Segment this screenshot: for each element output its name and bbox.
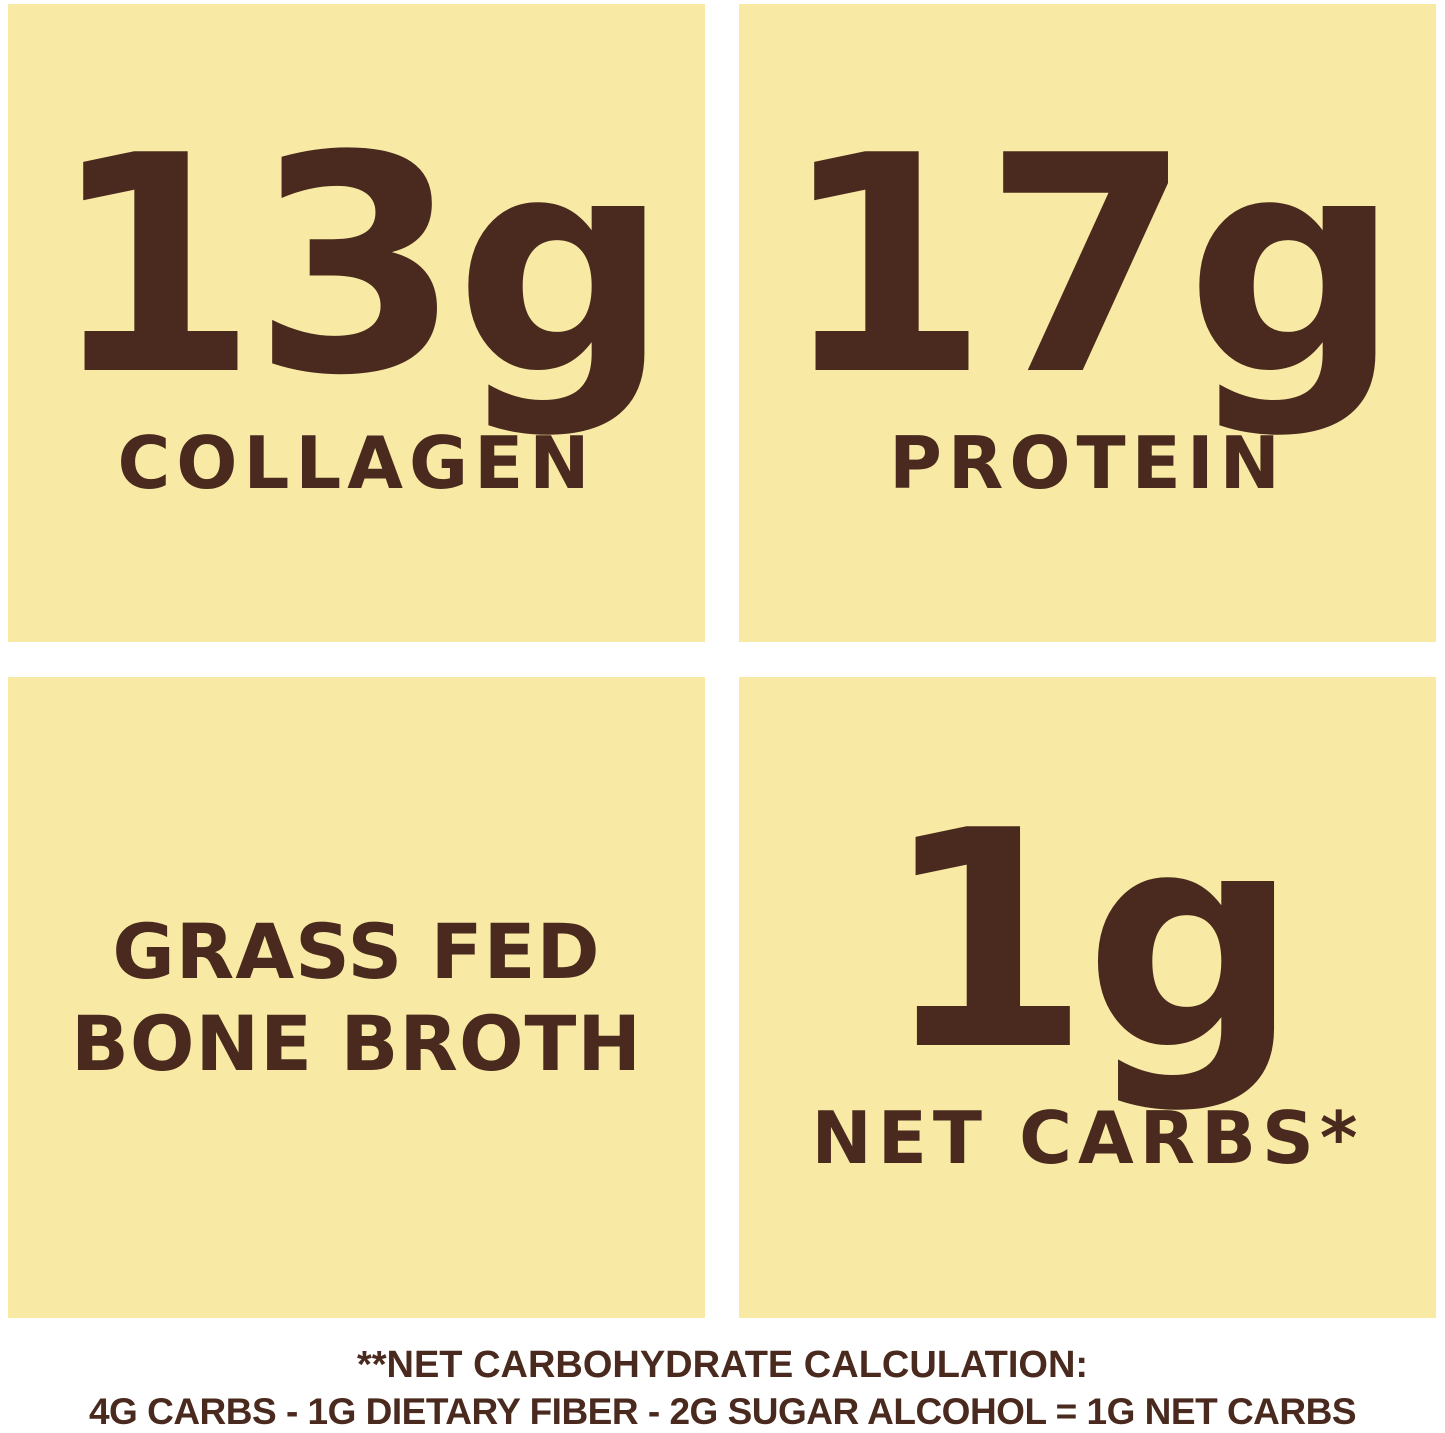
footnote-title: **NET CARBOHYDRATE CALCULATION: bbox=[356, 1344, 1089, 1386]
protein-tile: 17g PROTEIN bbox=[739, 4, 1436, 642]
protein-label: PROTEIN bbox=[889, 421, 1286, 505]
collagen-label: COLLAGEN bbox=[117, 421, 596, 505]
protein-amount: 17g bbox=[780, 92, 1400, 441]
net-carbs-amount: 1g bbox=[881, 766, 1299, 1116]
bone-broth-line1: GRASS FED bbox=[112, 907, 601, 997]
net-carbs-label: NET CARBS* bbox=[811, 1095, 1364, 1180]
bone-broth-line2: BONE BROTH bbox=[70, 998, 643, 1088]
collagen-tile: 13g COLLAGEN bbox=[8, 4, 705, 642]
bone-broth-tile: GRASS FED BONE BROTH bbox=[8, 677, 705, 1318]
footnote-formula: 4G CARBS - 1G DIETARY FIBER - 2G SUGAR A… bbox=[88, 1391, 1357, 1432]
net-carbs-tile: 1g NET CARBS* bbox=[739, 677, 1436, 1318]
collagen-amount: 13g bbox=[49, 92, 669, 441]
